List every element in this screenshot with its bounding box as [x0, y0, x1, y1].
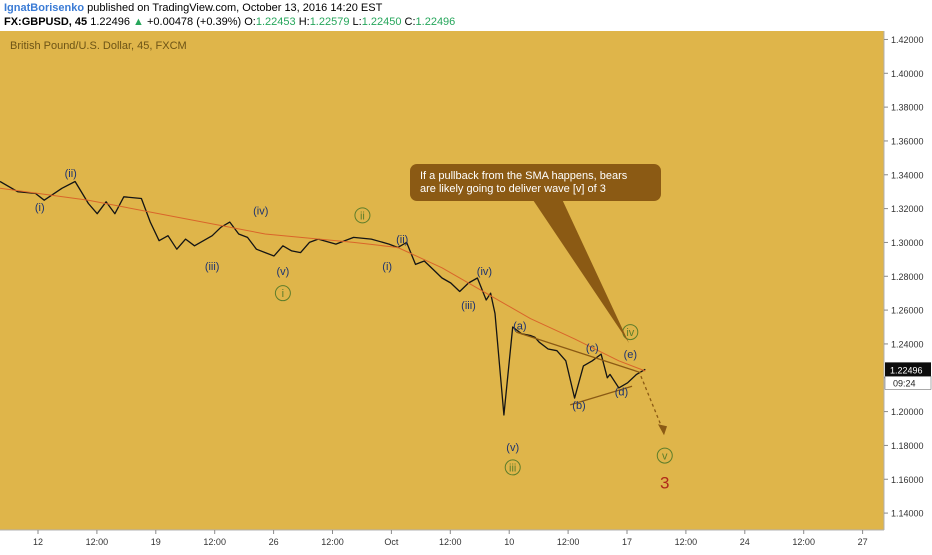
wave-label-circle [656, 447, 673, 464]
x-tick-label: Oct [384, 537, 399, 547]
wave-label-circle [504, 459, 521, 476]
chart-header: IgnatBorisenko published on TradingView.… [0, 0, 932, 31]
ohlc-line: FX:GBPUSD, 45 1.22496 ▲ +0.00478 (+0.39%… [4, 16, 455, 28]
high-value: 1.22579 [309, 16, 350, 28]
x-tick-label: 27 [858, 537, 868, 547]
x-tick-label: 12:00 [557, 537, 580, 547]
chart-background [0, 31, 884, 530]
callout-pointer [531, 197, 629, 343]
y-tick-label: 1.18000 [891, 441, 924, 451]
wave-label: 3 [660, 474, 669, 493]
x-tick-label: 19 [151, 537, 161, 547]
wave-label-circle [274, 285, 291, 302]
wave-label: (v) [276, 266, 289, 278]
countdown-badge [884, 376, 932, 390]
wave-label: (d) [615, 386, 628, 398]
wave-label: (i) [35, 202, 45, 214]
close-label: C: [404, 16, 416, 28]
y-tick-label: 1.24000 [891, 339, 924, 349]
high-label: H: [298, 16, 310, 28]
price-chart[interactable]: British Pound/U.S. Dollar, 45, FXCM 1.42… [0, 31, 932, 550]
price-axis-panel [884, 31, 932, 550]
last-price: 1.22496 [90, 16, 130, 28]
x-tick-label: 10 [504, 537, 514, 547]
y-tick-label: 1.42000 [891, 35, 924, 45]
triangle-trendline [516, 331, 642, 374]
wave-label: (b) [572, 400, 585, 412]
wave-label-circle [354, 207, 371, 224]
y-tick-label: 1.30000 [891, 238, 924, 248]
wave-label: (i) [382, 261, 392, 273]
time-axis-panel [0, 530, 932, 550]
price-change: +0.00478 (+0.39%) [146, 16, 242, 28]
wave-label: i [282, 288, 284, 300]
wave-label: v [662, 451, 668, 463]
y-tick-label: 1.28000 [891, 272, 924, 282]
open-label: O: [244, 16, 256, 28]
wave-label: (ii) [396, 234, 408, 246]
wave-label: iii [509, 462, 516, 474]
x-tick-label: 12:00 [675, 537, 698, 547]
y-tick-label: 1.38000 [891, 103, 924, 113]
triangle-trendline [569, 385, 633, 406]
wave-label: (iv) [253, 205, 268, 217]
y-tick-label: 1.34000 [891, 170, 924, 180]
y-tick-label: 1.36000 [891, 136, 924, 146]
wave-label: (iii) [205, 261, 220, 273]
x-tick-label: 12:00 [439, 537, 462, 547]
chart-frame: British Pound/U.S. Dollar, 45, FXCM 1.42… [0, 31, 932, 550]
x-axis: 12 12:00 19 12:00 26 12:00 Oct 12:00 10 12:00 17 12… [33, 530, 868, 547]
low-value: 1.22450 [361, 16, 402, 28]
wave-label: (iii) [461, 300, 476, 312]
sma-line [0, 187, 646, 372]
x-tick-label: 17 [622, 537, 632, 547]
x-tick-label: 12:00 [792, 537, 815, 547]
annotation-layer: (i)(ii)(iii)(iv)(v)iii(ii)(i) (iv)(iii)(a… [35, 164, 932, 493]
low-label: L: [352, 16, 362, 28]
x-tick-label: 12:00 [321, 537, 344, 547]
wave-label: (a) [513, 320, 526, 332]
last-price-badge-text: 1.22496 [890, 365, 923, 375]
price-line [0, 180, 646, 416]
close-value: 1.22496 [415, 16, 456, 28]
publish-line: IgnatBorisenko published on TradingView.… [4, 2, 382, 14]
symbol-label: FX:GBPUSD, 45 [4, 16, 88, 28]
y-tick-label: 1.14000 [891, 509, 924, 519]
y-tick-label: 1.16000 [891, 475, 924, 485]
x-tick-label: 24 [740, 537, 750, 547]
callout-box [410, 164, 661, 201]
wave-label: ii [360, 210, 365, 222]
x-tick-label: 12 [33, 537, 43, 547]
x-tick-label: 12:00 [203, 537, 226, 547]
y-tick-label: 1.26000 [891, 306, 924, 316]
countdown-text: 09:24 [893, 378, 916, 388]
wave-label: (ii) [65, 168, 77, 180]
y-tick-label: 1.20000 [891, 407, 924, 417]
callout-text: are likely going to deliver wave [v] of … [420, 183, 606, 195]
open-value: 1.22453 [255, 16, 296, 28]
wave-label: (iv) [477, 266, 492, 278]
up-arrow-icon: ▲ [133, 16, 144, 28]
chart-title: British Pound/U.S. Dollar, 45, FXCM [10, 40, 187, 52]
last-price-badge [885, 362, 931, 377]
wave-label: (v) [506, 442, 519, 454]
projection-arrow-line [640, 375, 664, 431]
wave-label: iv [626, 327, 634, 339]
y-tick-label: 1.32000 [891, 204, 924, 214]
y-tick-label: 1.40000 [891, 69, 924, 79]
series-layer [0, 180, 646, 416]
wave-label: (c) [586, 342, 599, 354]
publish-info: published on TradingView.com, October 13… [87, 2, 383, 14]
callout-text: If a pullback from the SMA happens, bear… [420, 170, 628, 182]
x-tick-label: 12:00 [86, 537, 109, 547]
wave-label: (e) [624, 349, 637, 361]
projection-arrowhead [658, 424, 667, 436]
x-tick-label: 26 [269, 537, 279, 547]
author-link[interactable]: IgnatBorisenko [4, 2, 85, 14]
